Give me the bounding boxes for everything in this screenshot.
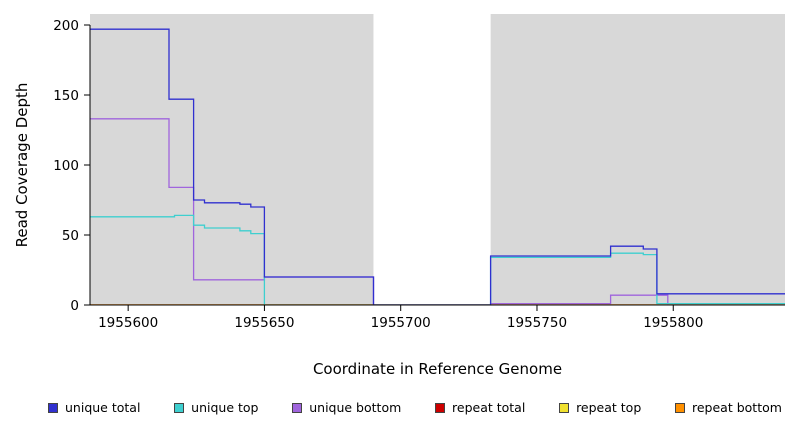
y-tick-label: 0: [70, 298, 79, 314]
legend-swatch-repeat-total: [435, 402, 446, 413]
legend-item-unique-bottom: unique bottom: [292, 400, 401, 415]
legend-item-unique-total: unique total: [48, 400, 140, 415]
legend-item-unique-top: unique top: [174, 400, 258, 415]
legend-swatch-repeat-bottom: [675, 402, 685, 413]
legend-swatch-unique-bottom: [292, 402, 303, 413]
legend-item-repeat-total: repeat total: [435, 400, 525, 415]
legend-swatch-unique-total: [48, 402, 58, 413]
x-tick-label: 1955600: [98, 315, 158, 331]
x-tick-label: 1955650: [234, 315, 294, 331]
x-axis-title: Coordinate in Reference Genome: [312, 360, 563, 378]
coverage-chart: 1955600 1955650 1955700 1955750 1955800 0 50 10…: [53, 14, 785, 331]
unique-region-background: [490, 14, 785, 305]
series-line-unique-total: [90, 28, 785, 305]
legend-swatch-unique-top: [174, 402, 185, 413]
y-tick-label: 150: [53, 88, 79, 104]
y-tick-label: 100: [53, 158, 79, 174]
legend-item-repeat-top: repeat top: [559, 400, 641, 415]
legend-label: unique top: [191, 400, 259, 415]
y-axis-title: Read Coverage Depth: [13, 82, 31, 248]
legend-label: unique total: [65, 400, 141, 415]
legend-item-repeat-bottom: repeat bottom: [675, 400, 782, 415]
legend: unique total unique top unique bottom repea…: [0, 400, 792, 415]
unique-region-background: [90, 14, 374, 305]
x-tick-label: 1955700: [371, 315, 431, 331]
x-tick-label: 1955750: [507, 315, 567, 331]
legend-label: repeat top: [576, 400, 642, 415]
legend-label: unique bottom: [309, 400, 402, 415]
legend-label: repeat total: [452, 400, 526, 415]
series-line-unique-top: [90, 214, 785, 305]
x-tick-label: 1955800: [643, 315, 703, 331]
y-tick-label: 200: [53, 18, 79, 34]
y-tick-label: 50: [62, 228, 79, 244]
legend-label: repeat bottom: [692, 400, 782, 415]
legend-swatch-repeat-top: [559, 402, 570, 413]
